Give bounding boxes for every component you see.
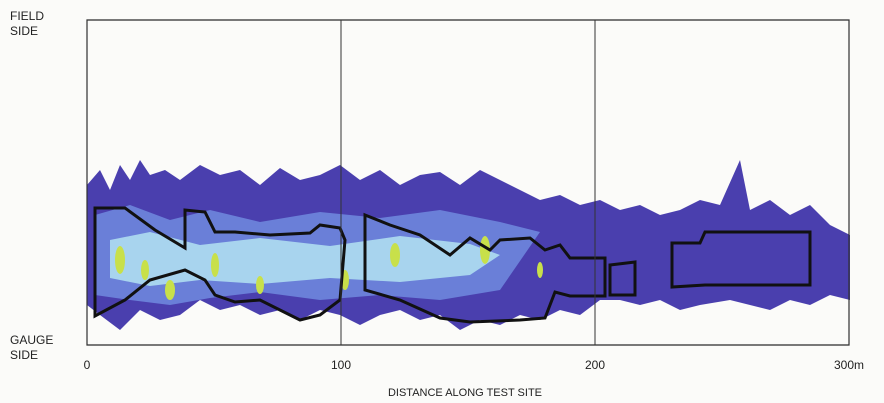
band-light [110, 232, 500, 286]
x-tick-label: 0 [84, 358, 91, 372]
x-tick-label: 300m [834, 358, 864, 372]
y-top-label: FIELD SIDE [10, 9, 45, 38]
y-bottom-label: GAUGE SIDE [10, 333, 54, 362]
x-tick-label: 100 [331, 358, 351, 372]
outline [363, 212, 607, 324]
outline [670, 230, 812, 289]
x-axis-label: DISTANCE ALONG TEST SITE [388, 387, 542, 399]
outline [93, 206, 347, 322]
outline [608, 260, 637, 297]
heat-band [87, 160, 850, 330]
x-tick-label: 200 [585, 358, 605, 372]
outlines [93, 206, 812, 324]
